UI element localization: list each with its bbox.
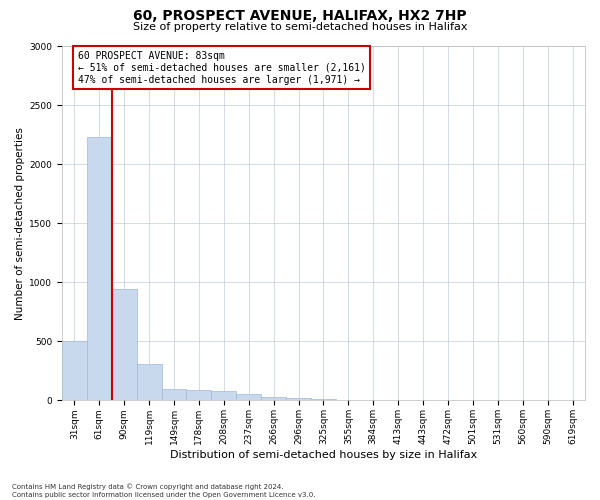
- Bar: [286, 398, 311, 400]
- Bar: [87, 137, 112, 400]
- Bar: [311, 399, 336, 400]
- Bar: [62, 342, 87, 400]
- Bar: [211, 391, 236, 400]
- Bar: [137, 364, 161, 401]
- Y-axis label: Number of semi-detached properties: Number of semi-detached properties: [15, 127, 25, 320]
- Bar: [161, 388, 187, 400]
- Bar: [187, 390, 211, 400]
- Bar: [236, 394, 261, 400]
- X-axis label: Distribution of semi-detached houses by size in Halifax: Distribution of semi-detached houses by …: [170, 450, 477, 460]
- Bar: [261, 398, 286, 400]
- Text: 60 PROSPECT AVENUE: 83sqm
← 51% of semi-detached houses are smaller (2,161)
47% : 60 PROSPECT AVENUE: 83sqm ← 51% of semi-…: [77, 52, 365, 84]
- Text: Size of property relative to semi-detached houses in Halifax: Size of property relative to semi-detach…: [133, 22, 467, 32]
- Text: 60, PROSPECT AVENUE, HALIFAX, HX2 7HP: 60, PROSPECT AVENUE, HALIFAX, HX2 7HP: [133, 9, 467, 23]
- Bar: [112, 290, 137, 401]
- Text: Contains HM Land Registry data © Crown copyright and database right 2024.
Contai: Contains HM Land Registry data © Crown c…: [12, 484, 316, 498]
